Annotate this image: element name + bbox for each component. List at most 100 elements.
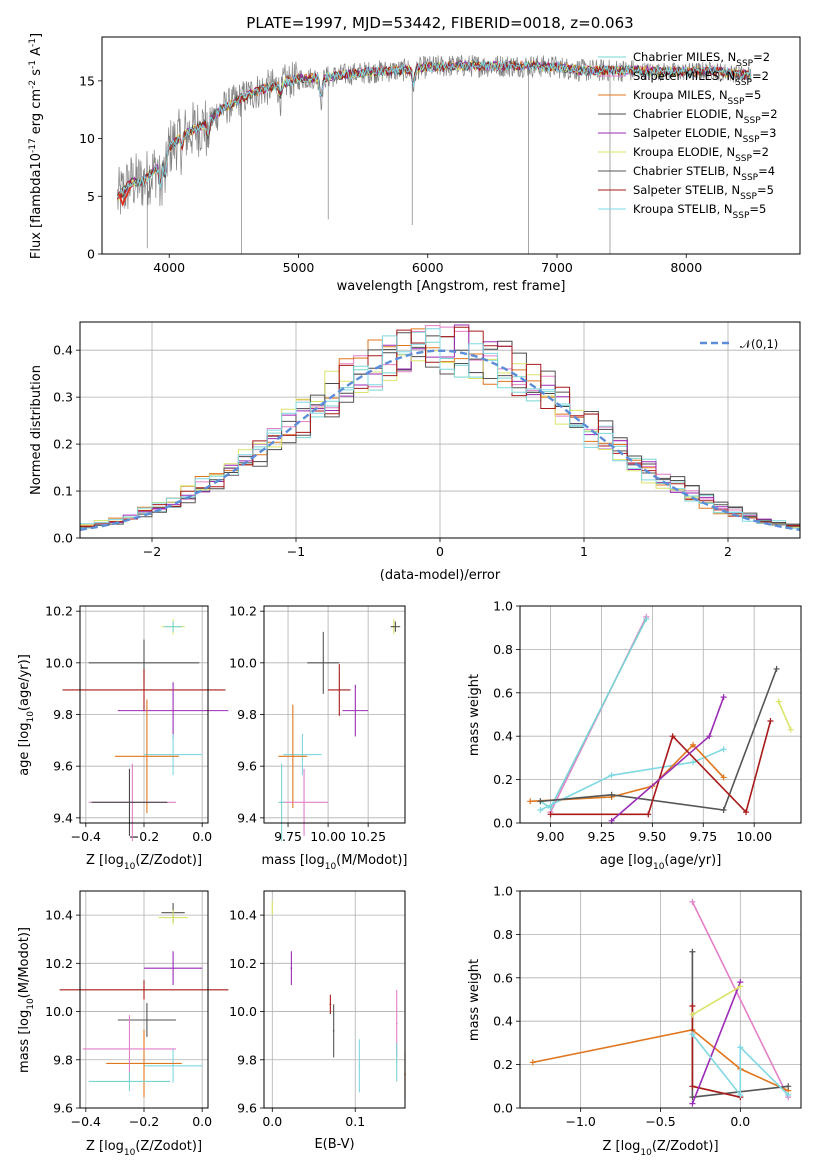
weight-line-marker — [737, 1091, 744, 1098]
model-spectrum-highlight — [117, 186, 132, 207]
z-mass-panel-xtick-label: −0.2 — [129, 1114, 159, 1129]
z-weight-panel-xtick-label: −0.5 — [645, 1114, 675, 1129]
weight-line-marker — [669, 733, 676, 740]
weight-line — [540, 668, 778, 811]
histogram-panel-xtick-label: 1 — [580, 544, 588, 559]
residual-histogram — [80, 328, 800, 529]
z-age-panel-ytick-label: 9.4 — [53, 810, 73, 825]
legend-entry: Kroupa STELIB, NSSP=5 — [633, 202, 766, 221]
z-age-panel-xtick-label: −0.4 — [71, 829, 101, 844]
weight-line-marker — [645, 811, 652, 818]
spectrum-panel-xtick-label: 7000 — [541, 260, 573, 275]
weight-line — [532, 1029, 789, 1092]
z-age-panel-ytick-label: 9.8 — [53, 707, 73, 722]
age-weight-panel-ytick-label: 0.8 — [493, 642, 513, 657]
z-weight-panel-ytick-label: 0.2 — [493, 1057, 513, 1072]
histogram-panel-ytick-label: 0.4 — [53, 343, 73, 358]
weight-line — [691, 981, 742, 1104]
weight-line-marker — [775, 698, 782, 705]
weight-line-marker — [689, 948, 696, 955]
z-age-panel-xtick-label: −0.2 — [129, 829, 159, 844]
histogram-panel-xtick-label: −2 — [143, 544, 161, 559]
histogram-panel-ytick-label: 0.3 — [53, 390, 73, 405]
spectrum-panel-xtick-label: 5000 — [283, 260, 315, 275]
histogram-panel-frame — [79, 321, 801, 539]
weight-line-marker — [690, 741, 697, 748]
weight-line — [540, 748, 724, 811]
mass-age-panel-ytick-label: 10.0 — [229, 655, 257, 670]
legend-entry: Salpeter MILES, NSSP=2 — [633, 69, 769, 88]
weight-line-marker — [787, 726, 794, 733]
age-weight-panel-frame — [519, 605, 802, 824]
legend-entry: Kroupa ELODIE, NSSP=2 — [633, 145, 769, 164]
weight-line-marker — [643, 616, 650, 623]
legend-entry: 𝒩(0,1) — [740, 337, 778, 351]
weight-line — [691, 901, 789, 1098]
ebv-mass-panel-xtick-label: 0.1 — [345, 1114, 365, 1129]
figure-title: PLATE=1997, MJD=53442, FIBERID=0018, z=0… — [246, 14, 633, 32]
weight-line-marker — [773, 665, 780, 672]
age-weight-panel-xtick-label: 10.00 — [736, 829, 772, 844]
weight-line — [777, 701, 792, 731]
spectrum-panel-xtick-label: 8000 — [670, 260, 702, 275]
age-weight-xlabel: age [log10(age/yr)] — [600, 853, 722, 872]
spectrum-xlabel: wavelength [Angstrom, rest frame] — [337, 279, 566, 294]
weight-line-marker — [689, 1031, 696, 1038]
age-weight-panel-ytick-label: 0.0 — [493, 816, 513, 831]
spectrum-panel-xtick-label: 6000 — [412, 260, 444, 275]
age-weight-panel-ytick-label: 0.2 — [493, 772, 513, 787]
z-mass-panel-ytick-label: 10.2 — [45, 956, 73, 971]
z-mass-panel-ytick-label: 9.8 — [53, 1052, 73, 1067]
weight-line-marker — [785, 1091, 792, 1098]
ebv-mass-panel-ytick-label: 10.4 — [229, 908, 257, 923]
spectrum-panel-ytick-label: 5 — [87, 189, 95, 204]
age-weight-panel-xtick-label: 9.00 — [537, 829, 565, 844]
age-weight-panel-xtick-label: 9.25 — [588, 829, 616, 844]
spectrum-ylabel: Flux [flambda10-17 erg cm-2 s-1 A-1] — [28, 33, 44, 259]
weight-line-marker — [720, 774, 727, 781]
ebv-mass-panel-ytick-label: 10.2 — [229, 956, 257, 971]
age-weight-panel-ytick-label: 1.0 — [493, 599, 513, 614]
mass-age-panel-xtick-label: 10.25 — [350, 829, 386, 844]
ebv-mass-panel-ytick-label: 9.6 — [237, 1101, 257, 1116]
z-mass-ylabel: mass [log10(M/Modot)] — [17, 927, 36, 1073]
ebv-mass-panel-ytick-label: 9.8 — [237, 1052, 257, 1067]
z-weight-panel-ytick-label: 1.0 — [493, 884, 513, 899]
z-age-ylabel: age [log10(age/yr)] — [17, 654, 36, 776]
weight-line-marker — [720, 746, 727, 753]
histogram-panel-ytick-label: 0.0 — [53, 531, 73, 546]
z-age-panel-ytick-label: 10.0 — [45, 655, 73, 670]
mass-age-panel-ytick-label: 9.4 — [237, 810, 257, 825]
z-weight-panel-frame — [519, 890, 802, 1109]
weight-line-marker — [689, 1003, 696, 1010]
weight-line-marker — [706, 733, 713, 740]
weight-line-marker — [689, 1011, 696, 1018]
legend-entry: Chabrier ELODIE, NSSP=2 — [633, 107, 778, 126]
z-weight-panel-ytick-label: 0.4 — [493, 1014, 513, 1029]
weight-line-marker — [537, 806, 544, 813]
z-age-panel-ytick-label: 9.6 — [53, 759, 73, 774]
z-weight-panel-ytick-label: 0.0 — [493, 1101, 513, 1116]
legend-entry: Chabrier MILES, NSSP=2 — [633, 50, 770, 69]
z-mass-panel-ytick-label: 10.0 — [45, 1004, 73, 1019]
z-weight-ylabel: mass weight — [467, 959, 482, 1041]
histogram-xlabel: (data-model)/error — [380, 568, 501, 583]
model-spectrum — [117, 60, 752, 198]
legend-entry: Kroupa MILES, NSSP=5 — [633, 88, 761, 107]
spectrum-panel-ytick-label: 0 — [87, 247, 95, 262]
age-weight-panel-ytick-label: 0.6 — [493, 685, 513, 700]
weight-line-marker — [785, 1083, 792, 1090]
z-weight-panel-ytick-label: 0.8 — [493, 927, 513, 942]
spectrum-panel-frame — [101, 36, 801, 255]
mass-age-panel-xtick-label: 9.75 — [274, 829, 302, 844]
ebv-mass-panel-frame — [263, 890, 406, 1109]
weight-line-marker — [743, 809, 750, 816]
weight-line-marker — [537, 798, 544, 805]
weight-line — [691, 985, 741, 1016]
z-weight-panel-ytick-label: 0.6 — [493, 970, 513, 985]
spectrum-panel-ytick-label: 10 — [79, 131, 95, 146]
ebv-mass-panel-xtick-label: 0.0 — [262, 1114, 282, 1129]
histogram-panel-xtick-label: 0 — [436, 544, 444, 559]
